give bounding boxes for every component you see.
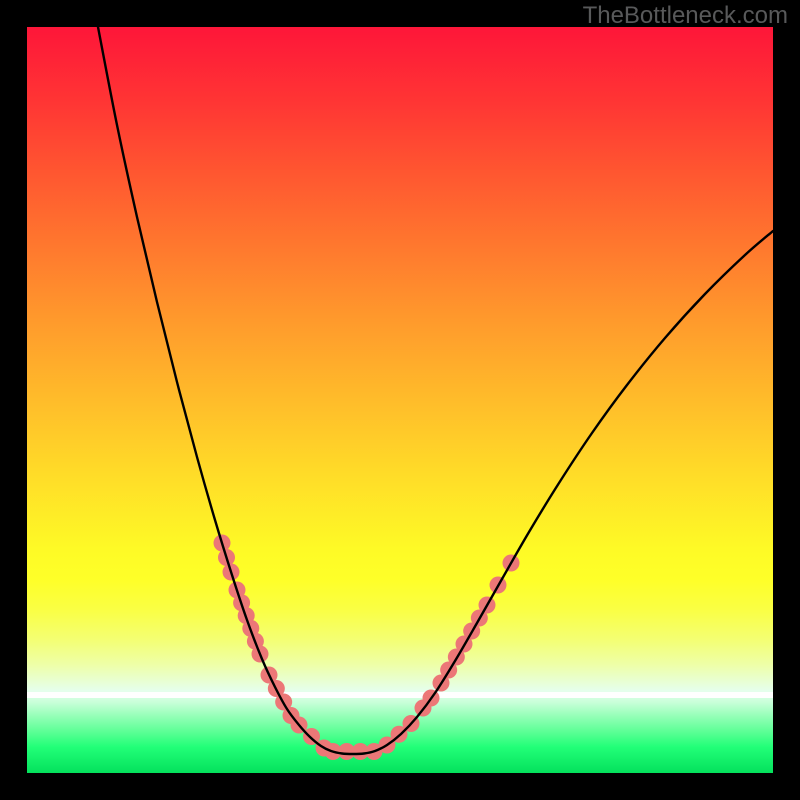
chart-frame: TheBottleneck.com	[0, 0, 800, 800]
bottleneck-curve	[27, 27, 773, 773]
plot-area	[27, 27, 773, 773]
curve-path	[98, 27, 773, 754]
watermark-text: TheBottleneck.com	[583, 2, 788, 30]
